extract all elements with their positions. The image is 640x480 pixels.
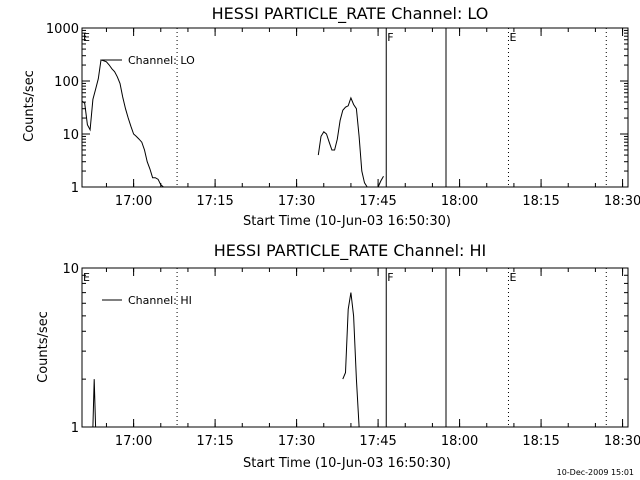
legend-label: Channel: HI (128, 294, 192, 307)
x-tick-label: 17:30 (278, 194, 315, 209)
x-tick-label: 17:45 (359, 194, 396, 209)
x-tick-label: 18:30 (604, 434, 640, 449)
x-axis-label: Start Time (10-Jun-03 16:50:30) (243, 214, 451, 229)
event-label: F (387, 31, 393, 44)
x-axis-label: Start Time (10-Jun-03 16:50:30) (243, 456, 451, 471)
x-tick-label: 17:15 (196, 194, 233, 209)
plot-frame (81, 27, 629, 188)
x-tick-label: 18:30 (604, 194, 640, 209)
series-line (92, 379, 97, 428)
series-line (317, 96, 368, 188)
x-tick-label: 18:15 (522, 434, 559, 449)
series-line (377, 175, 384, 188)
x-tick-label: 18:00 (441, 194, 478, 209)
y-tick-label: 1 (71, 421, 79, 436)
y-axis-label: Counts/sec (36, 311, 51, 383)
chart-panel-hi: HESSI PARTICLE_RATE Channel: HI Counts/s… (36, 241, 640, 471)
y-tick-label: 100 (54, 75, 79, 90)
series-line (342, 292, 360, 428)
x-tick-label: 17:45 (359, 434, 396, 449)
series-line (81, 59, 164, 188)
legend-label: Channel: LO (128, 54, 195, 67)
plot-frame (81, 267, 629, 428)
event-label: E (83, 31, 90, 44)
y-tick-label: 1000 (46, 22, 79, 37)
event-label: E (509, 31, 516, 44)
x-tick-label: 17:30 (278, 434, 315, 449)
chart-title: HESSI PARTICLE_RATE Channel: HI (214, 241, 487, 261)
x-tick-label: 18:15 (522, 194, 559, 209)
event-label: E (83, 271, 90, 284)
y-tick-label: 10 (62, 128, 79, 143)
y-axis-label: Counts/sec (22, 70, 37, 142)
x-tick-label: 18:00 (441, 434, 478, 449)
y-tick-label: 1 (71, 181, 79, 196)
chart-panel-lo: HESSI PARTICLE_RATE Channel: LO Counts/s… (22, 4, 640, 229)
footer-date: 10-Dec-2009 15:01 (557, 468, 634, 477)
event-label: E (509, 271, 516, 284)
y-tick-label: 10 (62, 262, 79, 277)
x-tick-label: 17:00 (115, 434, 152, 449)
event-label: F (387, 271, 393, 284)
chart-title: HESSI PARTICLE_RATE Channel: LO (212, 4, 489, 24)
x-tick-label: 17:15 (196, 434, 233, 449)
x-tick-label: 17:00 (115, 194, 152, 209)
